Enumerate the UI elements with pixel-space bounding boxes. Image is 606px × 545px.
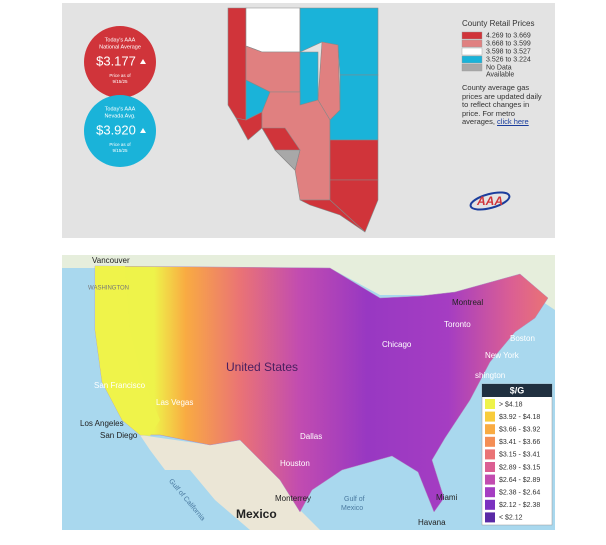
badge-heading: National Average	[99, 44, 141, 50]
legend-swatch	[485, 499, 495, 510]
place-label: United States	[226, 360, 298, 374]
legend-label: $3.66 - $3.92	[499, 427, 540, 434]
place-label: San Francisco	[94, 381, 146, 390]
link[interactable]: click here	[497, 117, 529, 126]
badge-price: $3.177	[96, 53, 136, 68]
legend-label: No Data	[486, 64, 512, 71]
badge-note: Price as of	[109, 142, 131, 147]
badge-note: 9/15/25	[112, 148, 128, 153]
legend-swatch	[461, 47, 483, 56]
legend-swatch	[485, 424, 495, 435]
county	[227, 7, 247, 121]
nevada-map	[227, 7, 379, 233]
legend-swatch	[485, 399, 495, 409]
legend-label: < $2.12	[499, 515, 523, 522]
county	[329, 139, 379, 181]
place-label: Houston	[280, 459, 310, 468]
legend-swatch	[485, 462, 495, 472]
badge-note: Price as of	[109, 73, 131, 78]
legend-label: 3.668 to 3.599	[486, 40, 531, 47]
mexico-land	[140, 435, 320, 530]
legend-swatch	[485, 512, 495, 523]
up-arrow	[140, 59, 146, 64]
legend-swatch	[485, 474, 495, 485]
place-label: New York	[485, 351, 520, 360]
place-label: Mexico	[236, 507, 277, 521]
place-label: Toronto	[444, 320, 471, 329]
legend-swatch	[461, 39, 483, 48]
legend-label: $3.92 - $4.18	[499, 414, 540, 421]
county	[299, 7, 379, 76]
legend-label: $2.64 - $2.89	[499, 477, 540, 484]
badge-heading: Today's AAA	[105, 37, 136, 43]
price-legend: $/G > $4.18 $3.92 - $4.18 $3.66 - $3.92 $3.…	[481, 383, 553, 526]
county-legend: County Retail Prices 4.269 to 3.6693.668…	[461, 19, 534, 78]
badge	[84, 95, 156, 167]
place-label: Mexico	[341, 505, 363, 512]
badge-price: $3.920	[96, 122, 136, 137]
county	[299, 199, 366, 233]
legend-label: $2.38 - $2.64	[499, 490, 540, 497]
badge	[84, 26, 156, 98]
county	[299, 51, 319, 106]
place-label: Las Vegas	[156, 398, 193, 407]
legend-swatch	[461, 55, 483, 64]
legend-swatch	[485, 449, 495, 460]
badge-heading: Nevada Avg.	[104, 113, 136, 119]
legend-title: $/G	[510, 385, 525, 395]
united-states	[94, 265, 549, 513]
place-label: Monterrey	[275, 494, 311, 503]
place-label: Vancouver	[92, 256, 130, 265]
place-label: Montreal	[452, 298, 483, 307]
county-note: County average gas prices are updated da…	[462, 83, 544, 127]
legend-swatch	[461, 31, 483, 40]
place-label: San Diego	[100, 431, 138, 440]
county	[274, 149, 301, 171]
legend-label: $3.41 - $3.66	[499, 439, 540, 446]
county	[329, 179, 379, 233]
legend-label: 4.269 to 3.669	[486, 32, 531, 39]
legend-label: > $4.18	[499, 401, 523, 408]
county	[245, 7, 301, 53]
legend-title: County Retail Prices	[462, 19, 534, 28]
legend-swatch	[485, 411, 495, 422]
badge-heading: Today's AAA	[105, 106, 136, 112]
legend-header	[482, 384, 552, 397]
legend-swatch	[485, 436, 495, 447]
place-label: Dallas	[300, 432, 322, 441]
west-coast	[95, 266, 160, 436]
place-label: WASHINGTON	[88, 286, 129, 292]
place-label: shington	[475, 371, 505, 380]
canada	[62, 255, 555, 310]
place-label: Boston	[510, 334, 535, 343]
place-label: Gulf of	[344, 496, 365, 503]
legend-label: $3.15 - $3.41	[499, 452, 540, 459]
place-label: Chicago	[382, 340, 412, 349]
note-text: County average gas prices are updated da…	[462, 83, 542, 126]
legend-label: 3.526 to 3.224	[486, 56, 531, 63]
place-label: Los Angeles	[80, 419, 124, 428]
legend-swatch	[461, 63, 483, 72]
legend-label: $2.89 - $3.15	[499, 464, 540, 471]
badge-note: 9/15/25	[112, 79, 128, 84]
place-label: Havana	[418, 518, 446, 527]
legend-label: Available	[486, 71, 514, 78]
place-label: Miami	[436, 493, 458, 502]
aaa-logo: AAA	[469, 191, 511, 211]
legend-label: 3.598 to 3.527	[486, 48, 531, 55]
up-arrow	[140, 128, 146, 133]
legend-swatch	[485, 487, 495, 498]
logo-text: AAA	[476, 194, 503, 208]
legend-label: $2.12 - $2.38	[499, 502, 540, 509]
